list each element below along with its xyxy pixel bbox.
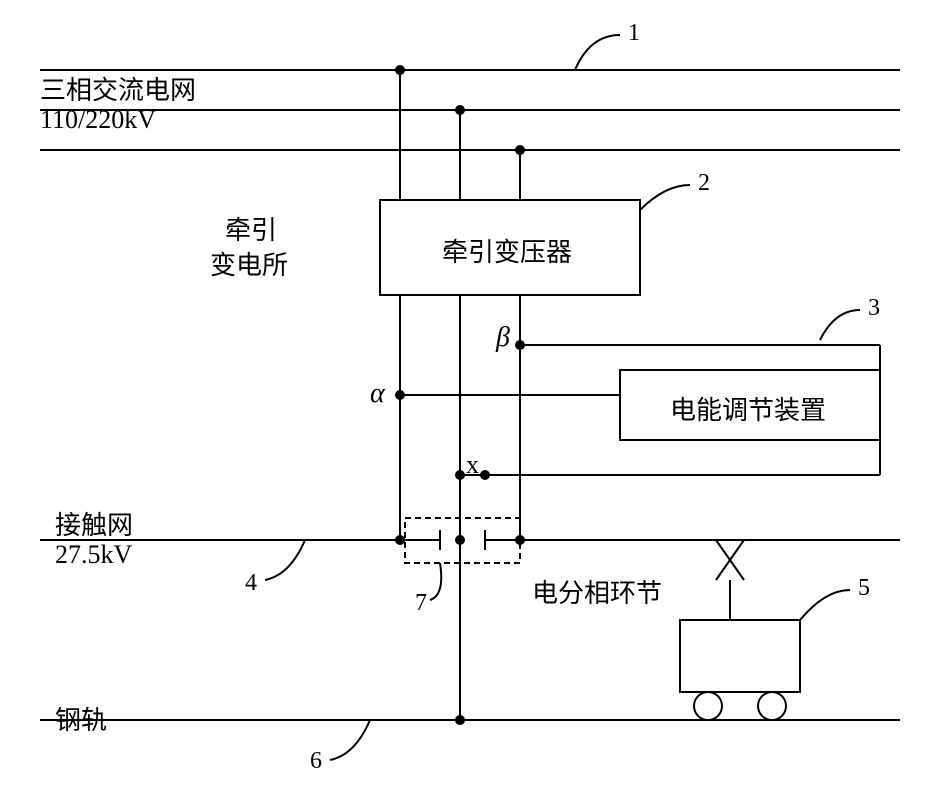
pb-center-dot: [455, 535, 465, 545]
grid-label-2: 110/220kV: [40, 105, 156, 135]
rail-label: 钢轨: [55, 700, 107, 737]
transformer-label: 牵引变压器: [442, 232, 572, 269]
alpha-label: α: [370, 378, 385, 410]
ref6: 6: [310, 748, 322, 775]
contact-alpha-dot: [395, 535, 405, 545]
ref3-leader: [820, 310, 860, 340]
ref3: 3: [868, 295, 880, 322]
rail-neutral-dot: [455, 715, 465, 725]
x-neutral-dot: [455, 470, 465, 480]
substation-label-2: 变电所: [210, 245, 288, 282]
phase-break-label: 电分相环节: [532, 573, 662, 610]
contact-label-1: 接触网: [55, 505, 133, 542]
ref2-leader: [640, 185, 690, 210]
contact-label-2: 27.5kV: [55, 540, 132, 570]
ref6-leader: [330, 720, 370, 760]
ref5: 5: [858, 575, 870, 602]
ref5-leader: [800, 590, 850, 620]
ref1: 1: [628, 20, 640, 47]
ref2: 2: [698, 170, 710, 197]
substation-label-1: 牵引: [225, 210, 277, 247]
x-label: x: [466, 450, 479, 480]
grid-label-1: 三相交流电网: [40, 70, 196, 107]
ref1-leader: [575, 35, 620, 70]
ref4-leader: [265, 540, 305, 580]
ref4: 4: [245, 570, 257, 597]
train-icon: [680, 540, 800, 720]
ref7-leader: [430, 563, 441, 600]
ref7: 7: [415, 590, 427, 617]
regulator-label: 电能调节装置: [670, 390, 826, 427]
beta-label: β: [496, 322, 510, 354]
